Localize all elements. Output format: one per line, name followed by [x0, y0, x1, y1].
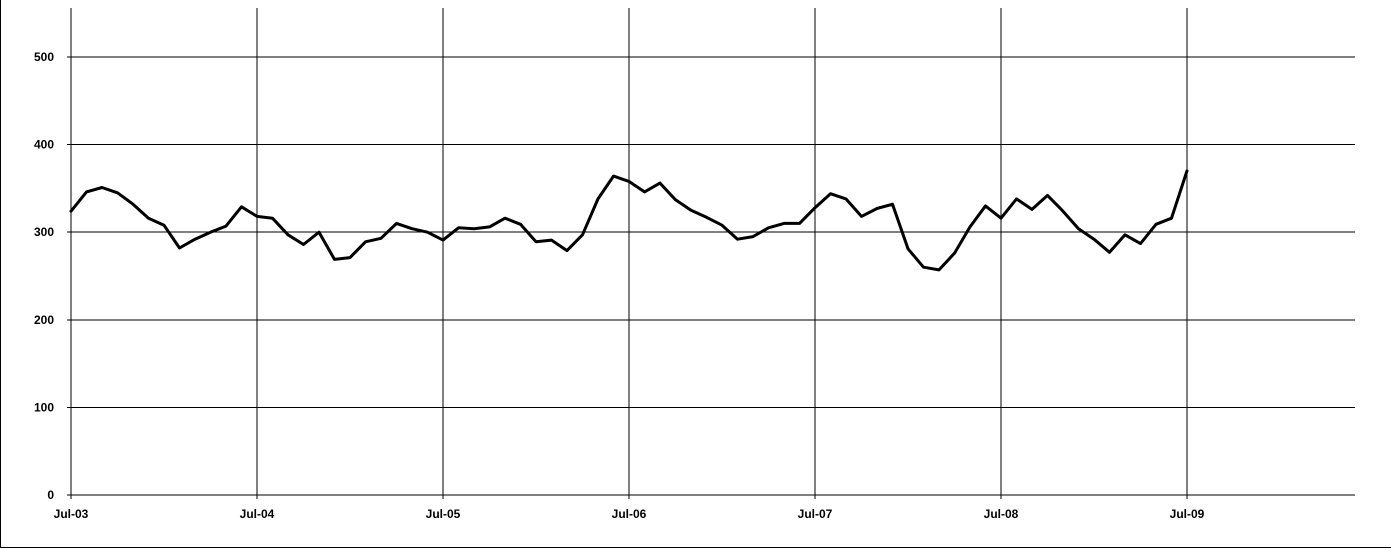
- horizontal-gridlines: [67, 56, 1355, 496]
- x-tick-label: Jul-06: [612, 507, 647, 521]
- x-tick-label: Jul-07: [798, 507, 833, 521]
- y-tick-label: 400: [34, 138, 54, 152]
- x-tick-label: Jul-04: [240, 507, 275, 521]
- y-tick-label: 0: [47, 488, 54, 502]
- x-tick-label: Jul-03: [54, 507, 89, 521]
- y-tick-label: 300: [34, 225, 54, 239]
- y-tick-label: 100: [34, 400, 54, 414]
- series-line: [69, 169, 1189, 272]
- vertical-gridlines: [70, 8, 1188, 499]
- series-group: [69, 169, 1189, 272]
- x-tick-label: Jul-09: [1170, 507, 1205, 521]
- x-tick-label: Jul-08: [984, 507, 1019, 521]
- y-axis-tick-labels: 0 100 200 300 400 500: [34, 50, 54, 502]
- y-tick-label: 500: [34, 50, 54, 64]
- x-tick-label: Jul-05: [426, 507, 461, 521]
- y-tick-label: 200: [34, 313, 54, 327]
- x-axis-tick-labels: Jul-03 Jul-04 Jul-05 Jul-06 Jul-07 Jul-08 Jul-…: [54, 507, 1205, 521]
